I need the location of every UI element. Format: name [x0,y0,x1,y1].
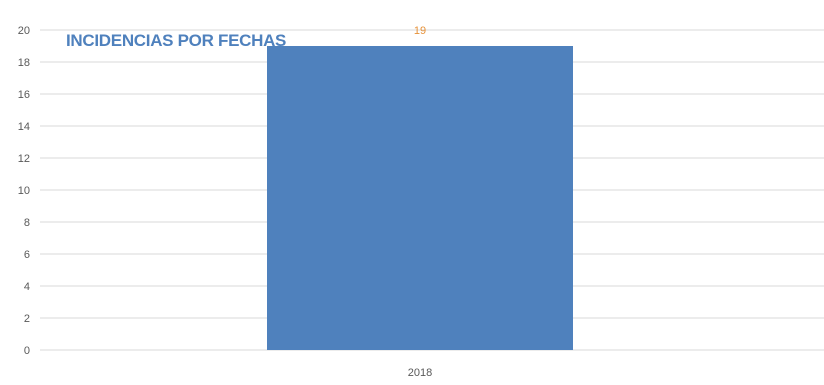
bars [267,46,573,350]
y-tick-label: 12 [18,153,30,165]
x-axis-ticks: 2018 [408,367,432,379]
data-label-2018: 19 [414,25,426,37]
y-tick-label: 0 [24,345,30,357]
x-tick-label: 2018 [408,367,432,379]
y-tick-label: 4 [24,281,30,293]
y-tick-label: 6 [24,249,30,261]
data-labels: 19 [414,25,426,37]
y-tick-label: 18 [18,57,30,69]
y-tick-label: 2 [24,313,30,325]
y-tick-label: 10 [18,185,30,197]
y-tick-label: 20 [18,25,30,37]
bar-2018 [267,46,573,350]
y-axis-ticks: 0 2 4 6 8 10 12 14 16 18 20 [18,25,30,357]
y-tick-label: 14 [18,121,30,133]
chart-title: INCIDENCIAS POR FECHAS [66,31,286,50]
y-tick-label: 8 [24,217,30,229]
y-tick-label: 16 [18,89,30,101]
